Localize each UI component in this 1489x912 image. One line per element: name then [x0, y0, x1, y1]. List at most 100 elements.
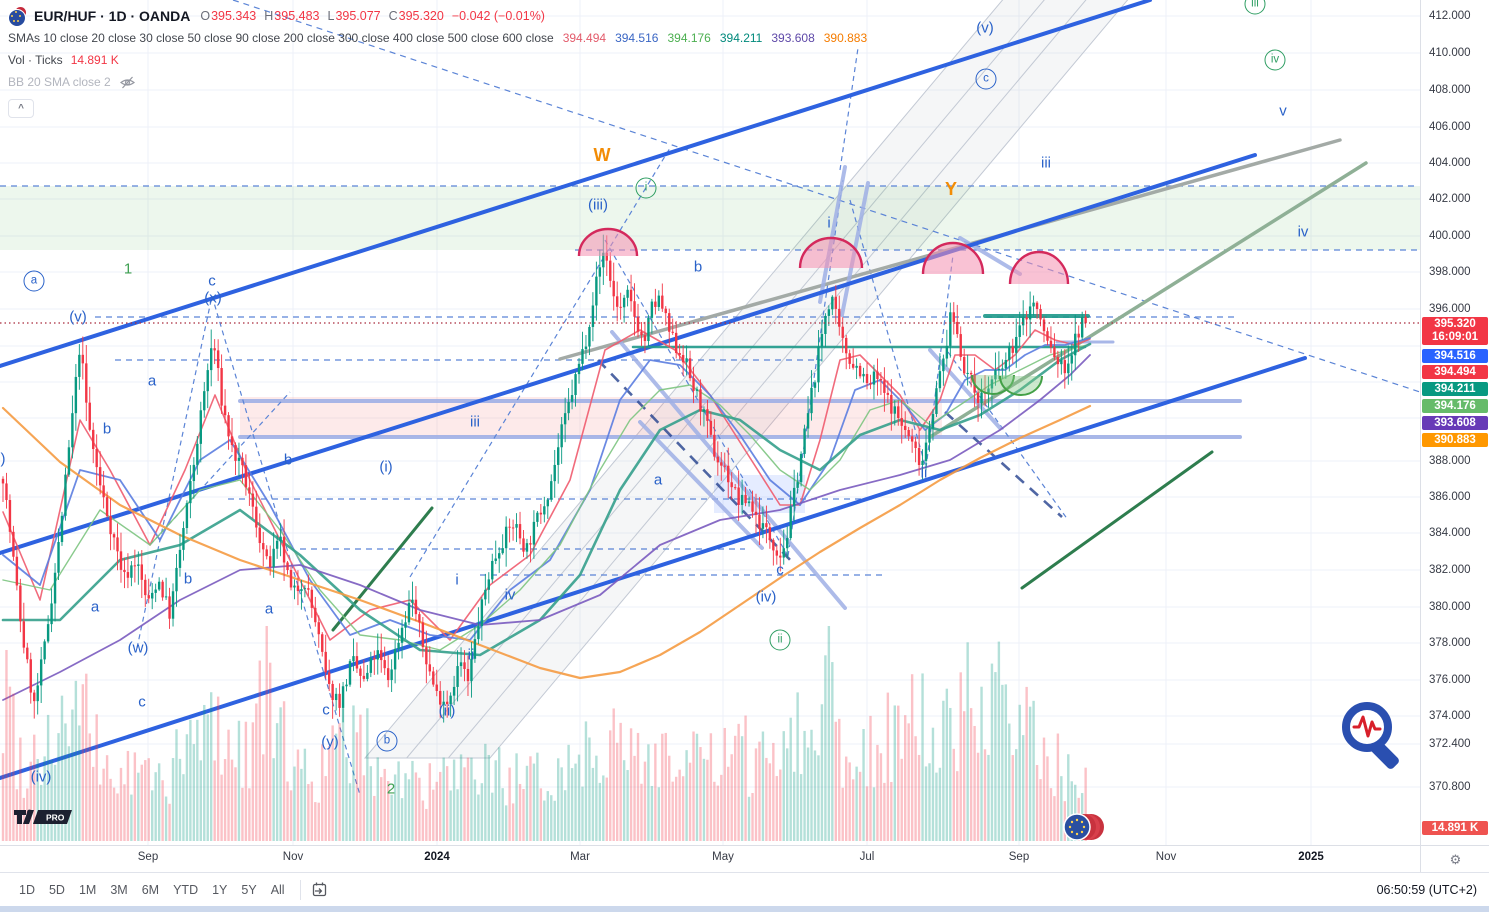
indicator-price-label: 394.211 — [1422, 382, 1488, 396]
price-tick: 372.400 — [1429, 738, 1471, 750]
range-button-1d[interactable]: 1D — [19, 882, 35, 897]
wave-label-iii[interactable]: (iii) — [588, 196, 608, 214]
time-axis[interactable]: Sep Nov 2024 Mar May Jul Sep Nov 2025 — [0, 845, 1420, 873]
cup-arc — [999, 375, 1043, 396]
wave-label-ii[interactable]: (ii) — [438, 702, 456, 720]
wave-label-iv[interactable]: iv — [1264, 49, 1286, 71]
wave-label-i[interactable]: i — [635, 177, 657, 199]
wave-label-Y[interactable]: Y — [944, 179, 958, 199]
current-price-label: 395.320 16:09:01 — [1422, 317, 1488, 345]
volume-price-label: 14.891 K — [1422, 821, 1488, 835]
wave-label-v[interactable]: (v) — [976, 19, 994, 37]
wave-label-ii[interactable]: ii — [769, 629, 791, 651]
sma-indicator-row[interactable]: SMAs 10 close 20 close 30 close 50 close… — [8, 27, 867, 49]
range-button-ytd[interactable]: YTD — [173, 882, 199, 897]
eu-flag-stack-icon — [1060, 812, 1106, 849]
indicator-price-label: 390.883 — [1422, 433, 1488, 447]
eye-off-icon[interactable] — [119, 75, 136, 90]
wave-label-[interactable]: ) — [0, 450, 6, 468]
wave-label-a[interactable]: a — [23, 270, 45, 292]
dome-arc — [577, 227, 639, 257]
wave-label-b[interactable]: b — [102, 420, 112, 438]
wave-label-b[interactable]: b — [183, 570, 193, 588]
wave-label-b[interactable]: b — [376, 730, 398, 752]
wave-label-b[interactable]: b — [283, 451, 293, 469]
calendar-go-to-date-icon — [312, 882, 326, 897]
price-tick: 370.800 — [1429, 781, 1471, 793]
time-tick: Jul — [859, 851, 875, 863]
wave-label-y[interactable]: (y) — [321, 733, 339, 751]
price-tick: 410.000 — [1429, 47, 1471, 59]
ohlc-item: H395.483 — [264, 9, 320, 23]
ohlc-item: O395.343 — [200, 9, 257, 23]
symbol-title[interactable]: EUR/HUF · 1D · OANDA — [8, 6, 191, 27]
cup-arc — [971, 374, 1015, 395]
eu-flag-hu-flag-icon — [8, 6, 27, 27]
wave-label-iii[interactable]: iii — [470, 413, 480, 431]
wave-label-c[interactable]: c — [208, 272, 216, 290]
wave-label-iv[interactable]: (iv) — [30, 768, 52, 786]
wave-label-2[interactable]: 2 — [386, 780, 396, 798]
range-button-6m[interactable]: 6M — [141, 882, 160, 897]
wave-label-a[interactable]: a — [653, 471, 663, 489]
wave-label-c[interactable]: c — [975, 68, 997, 90]
timezone-clock[interactable]: 06:50:59 (UTC+2) — [1376, 882, 1477, 897]
wave-label-ii[interactable]: ii — [920, 464, 928, 482]
wave-label-b[interactable]: b — [693, 258, 703, 276]
range-button-1y[interactable]: 1Y — [212, 882, 228, 897]
dome-arc — [1008, 250, 1070, 285]
wave-label-v[interactable]: (v) — [69, 308, 87, 326]
sma-value: 394.516 — [615, 31, 659, 45]
range-button-3m[interactable]: 3M — [110, 882, 128, 897]
legend-collapse-button[interactable]: ^ — [8, 99, 34, 118]
window-bottom-strip — [0, 906, 1489, 912]
wave-label-iv[interactable]: iv — [504, 586, 516, 604]
annotation-arcs — [577, 227, 1070, 396]
wave-label-x[interactable]: (x) — [204, 289, 222, 307]
wave-label-i[interactable]: i — [455, 571, 459, 589]
time-tick: Nov — [1155, 851, 1177, 863]
price-axis[interactable]: 412.000 410.000 408.000 406.000 404.000 402.0… — [1420, 0, 1489, 845]
indicator-price-label: 393.608 — [1422, 416, 1488, 430]
wave-label-iv[interactable]: iv — [1297, 223, 1309, 241]
price-tick: 396.000 — [1429, 303, 1471, 315]
wave-label-W[interactable]: W — [593, 145, 611, 165]
wave-label-i[interactable]: (i) — [379, 458, 393, 476]
bb-indicator-row[interactable]: BB 20 SMA close 2 — [8, 71, 867, 93]
dome-arc — [921, 241, 985, 275]
wave-label-c[interactable]: c — [322, 701, 330, 719]
wave-label-c[interactable]: c — [776, 561, 784, 579]
sma-value: 394.211 — [719, 31, 763, 45]
wave-label-a[interactable]: a — [147, 372, 157, 390]
range-button-1m[interactable]: 1M — [78, 882, 97, 897]
volume-indicator-row[interactable]: Vol · Ticks 14.891 K — [8, 49, 867, 71]
range-button-5d[interactable]: 5D — [48, 882, 65, 897]
price-tick: 380.000 — [1429, 601, 1471, 613]
wave-label-iv[interactable]: (iv) — [755, 588, 777, 606]
wave-label-ii[interactable]: ii — [467, 646, 475, 664]
range-button-5y[interactable]: 5Y — [241, 882, 257, 897]
chart-canvas[interactable] — [0, 0, 1420, 845]
price-tick: 386.000 — [1429, 491, 1471, 503]
tradingview-pro-logo[interactable]: PRO — [13, 806, 75, 828]
wave-label-1[interactable]: 1 — [123, 260, 133, 278]
wave-label-a[interactable]: a — [90, 598, 100, 616]
chart-legend: EUR/HUF · 1D · OANDA O395.343 H395.483 L39… — [8, 5, 867, 118]
wave-label-c[interactable]: c — [138, 693, 146, 711]
volume-label: Vol · Ticks — [8, 53, 63, 67]
price-tick: 374.000 — [1429, 710, 1471, 722]
symbol-name: EUR/HUF · 1D · OANDA — [34, 8, 191, 24]
wave-label-a[interactable]: a — [264, 600, 274, 618]
axis-settings-corner[interactable]: ⚙ — [1420, 845, 1489, 873]
wave-label-v[interactable]: v — [1279, 102, 1287, 120]
change-value: −0.042 (−0.01%) — [451, 9, 545, 23]
range-button-all[interactable]: All — [270, 882, 285, 897]
symbol-row: EUR/HUF · 1D · OANDA O395.343 H395.483 L39… — [8, 5, 867, 27]
price-tick: 408.000 — [1429, 84, 1471, 96]
wave-label-iii[interactable]: iii — [1041, 154, 1051, 172]
wave-label-i[interactable]: i — [827, 214, 831, 232]
go-to-date-button[interactable] — [311, 881, 328, 898]
time-tick: 2025 — [1298, 851, 1324, 863]
wave-label-w[interactable]: (w) — [127, 639, 149, 657]
